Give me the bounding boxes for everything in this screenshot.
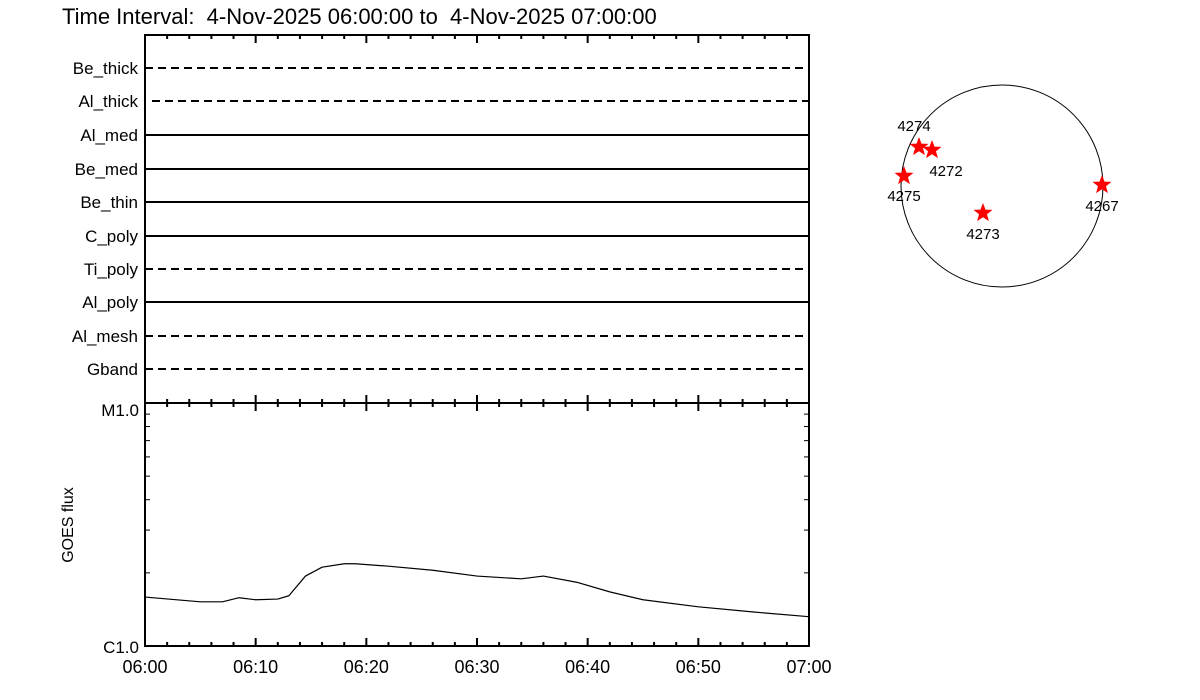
- filter-label: Al_poly: [82, 293, 138, 312]
- y-tick-label-c1: C1.0: [103, 638, 139, 657]
- filter-label: Al_thick: [78, 92, 138, 111]
- active-region-star: [894, 166, 914, 185]
- goes-panel-frame: [144, 402, 810, 647]
- filter-label: Be_thin: [80, 193, 138, 212]
- x-tick-label: 06:50: [676, 657, 721, 677]
- y-tick-label-m1: M1.0: [101, 401, 139, 420]
- solar-limb: [900, 84, 1104, 288]
- filter-label: C_poly: [85, 227, 138, 246]
- filter-label: Al_med: [80, 126, 138, 145]
- active-region-label: 4267: [1085, 198, 1118, 215]
- active-region-star: [922, 140, 942, 159]
- active-region-label: 4273: [966, 226, 999, 243]
- filter-panel-frame: [144, 34, 810, 404]
- x-tick-label: 07:00: [786, 657, 831, 677]
- solar-disk-panel: 4274 4272 4275 4267 4273: [887, 84, 1119, 288]
- goes-flux-line: [144, 563, 810, 618]
- x-tick-label: 06:40: [565, 657, 610, 677]
- active-region-star: [1092, 175, 1112, 194]
- active-region-label: 4275: [887, 188, 920, 205]
- filter-label: Gband: [87, 360, 138, 379]
- filter-label: Ti_poly: [84, 260, 139, 279]
- x-tick-label: 06:20: [344, 657, 389, 677]
- x-tick-label: 06:30: [454, 657, 499, 677]
- active-region-star: [973, 203, 993, 222]
- active-region-star: [909, 137, 929, 156]
- filter-label: Be_thick: [73, 59, 139, 78]
- active-region-label: 4272: [929, 163, 962, 180]
- x-tick-label: 06:10: [233, 657, 278, 677]
- active-region-label: 4274: [897, 118, 930, 135]
- x-tick-label: 06:00: [122, 657, 167, 677]
- filter-panel: Be_thick Al_thick Al_med Be_med Be_thin C_pol…: [72, 34, 810, 411]
- figure-title: Time Interval: 4-Nov-2025 06:00:00 to 4-…: [62, 4, 657, 29]
- goes-panel: 06:00 06:10 06:20 06:30 06:40 06:50 07:00 C1.0 M…: [60, 401, 832, 677]
- filter-label: Al_mesh: [72, 327, 138, 346]
- filter-label: Be_med: [75, 160, 138, 179]
- y-axis-label: GOES flux: [60, 487, 77, 563]
